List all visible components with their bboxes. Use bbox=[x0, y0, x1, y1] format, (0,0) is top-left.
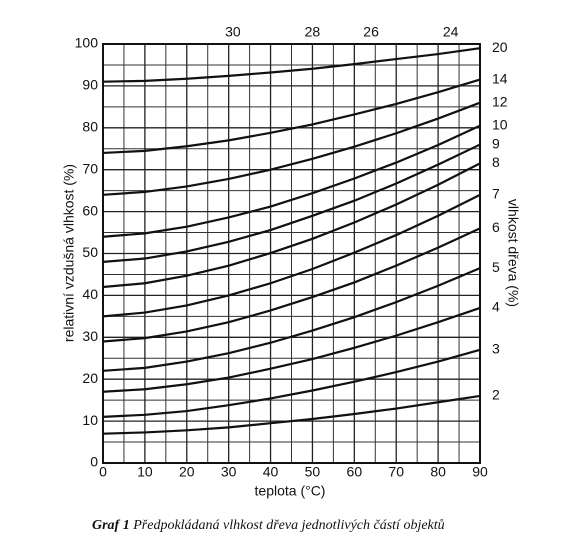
series-label: 12 bbox=[492, 93, 508, 109]
x-axis-title: teplota (°C) bbox=[255, 483, 326, 499]
curve bbox=[102, 78, 481, 155]
curve bbox=[102, 193, 481, 318]
curve bbox=[102, 124, 481, 238]
top-label: 24 bbox=[443, 24, 459, 40]
y-tick-label: 80 bbox=[82, 119, 98, 135]
y-tick-label: 30 bbox=[82, 328, 98, 344]
series-label: 8 bbox=[492, 154, 500, 170]
caption: Graf 1 Předpokládaná vlhkost dřeva jedno… bbox=[92, 518, 445, 533]
top-label: 28 bbox=[305, 24, 321, 40]
x-tick-label: 80 bbox=[430, 464, 446, 480]
y-tick-label: 60 bbox=[82, 202, 98, 218]
series-label: 3 bbox=[492, 341, 500, 357]
curve bbox=[102, 306, 481, 393]
y-tick-label: 100 bbox=[75, 35, 99, 51]
series-label: 6 bbox=[492, 219, 500, 235]
caption-label: Graf 1 bbox=[92, 518, 130, 533]
curve bbox=[102, 143, 481, 263]
x-tick-label: 70 bbox=[388, 464, 404, 480]
series-label: 5 bbox=[492, 259, 500, 275]
y-tick-label: 0 bbox=[90, 454, 98, 470]
x-tick-label: 0 bbox=[99, 464, 107, 480]
curve bbox=[102, 162, 481, 289]
y-tick-label: 20 bbox=[82, 370, 98, 386]
y-axis-title: relativní vzdušná vlhkost (%) bbox=[61, 164, 77, 342]
y-tick-label: 90 bbox=[82, 77, 98, 93]
x-tick-label: 40 bbox=[263, 464, 279, 480]
top-label: 30 bbox=[225, 24, 241, 40]
x-tick-label: 30 bbox=[221, 464, 237, 480]
x-tick-label: 20 bbox=[179, 464, 195, 480]
series-label: 20 bbox=[492, 39, 508, 55]
series-label: 4 bbox=[492, 299, 500, 315]
series-label: 9 bbox=[492, 135, 500, 151]
series-label: 7 bbox=[492, 186, 500, 202]
y2-axis-title: vlhkost dřeva (%) bbox=[505, 199, 521, 307]
plot-frame bbox=[102, 43, 481, 464]
curve bbox=[102, 227, 481, 343]
series-label: 10 bbox=[492, 116, 508, 132]
curve bbox=[102, 101, 481, 196]
x-tick-label: 90 bbox=[472, 464, 488, 480]
top-label: 26 bbox=[363, 24, 379, 40]
curve bbox=[102, 267, 481, 372]
y-tick-label: 10 bbox=[82, 412, 98, 428]
y-tick-label: 50 bbox=[82, 244, 98, 260]
y-tick-label: 40 bbox=[82, 286, 98, 302]
x-tick-label: 50 bbox=[305, 464, 321, 480]
curve bbox=[102, 394, 481, 435]
x-tick-label: 10 bbox=[137, 464, 153, 480]
curve bbox=[102, 47, 481, 83]
series-label: 14 bbox=[492, 70, 508, 86]
y-tick-label: 70 bbox=[82, 160, 98, 176]
caption-text: Předpokládaná vlhkost dřeva jednotlivých… bbox=[132, 518, 444, 533]
curve bbox=[102, 348, 481, 419]
series-label: 2 bbox=[492, 387, 500, 403]
x-tick-label: 60 bbox=[347, 464, 363, 480]
